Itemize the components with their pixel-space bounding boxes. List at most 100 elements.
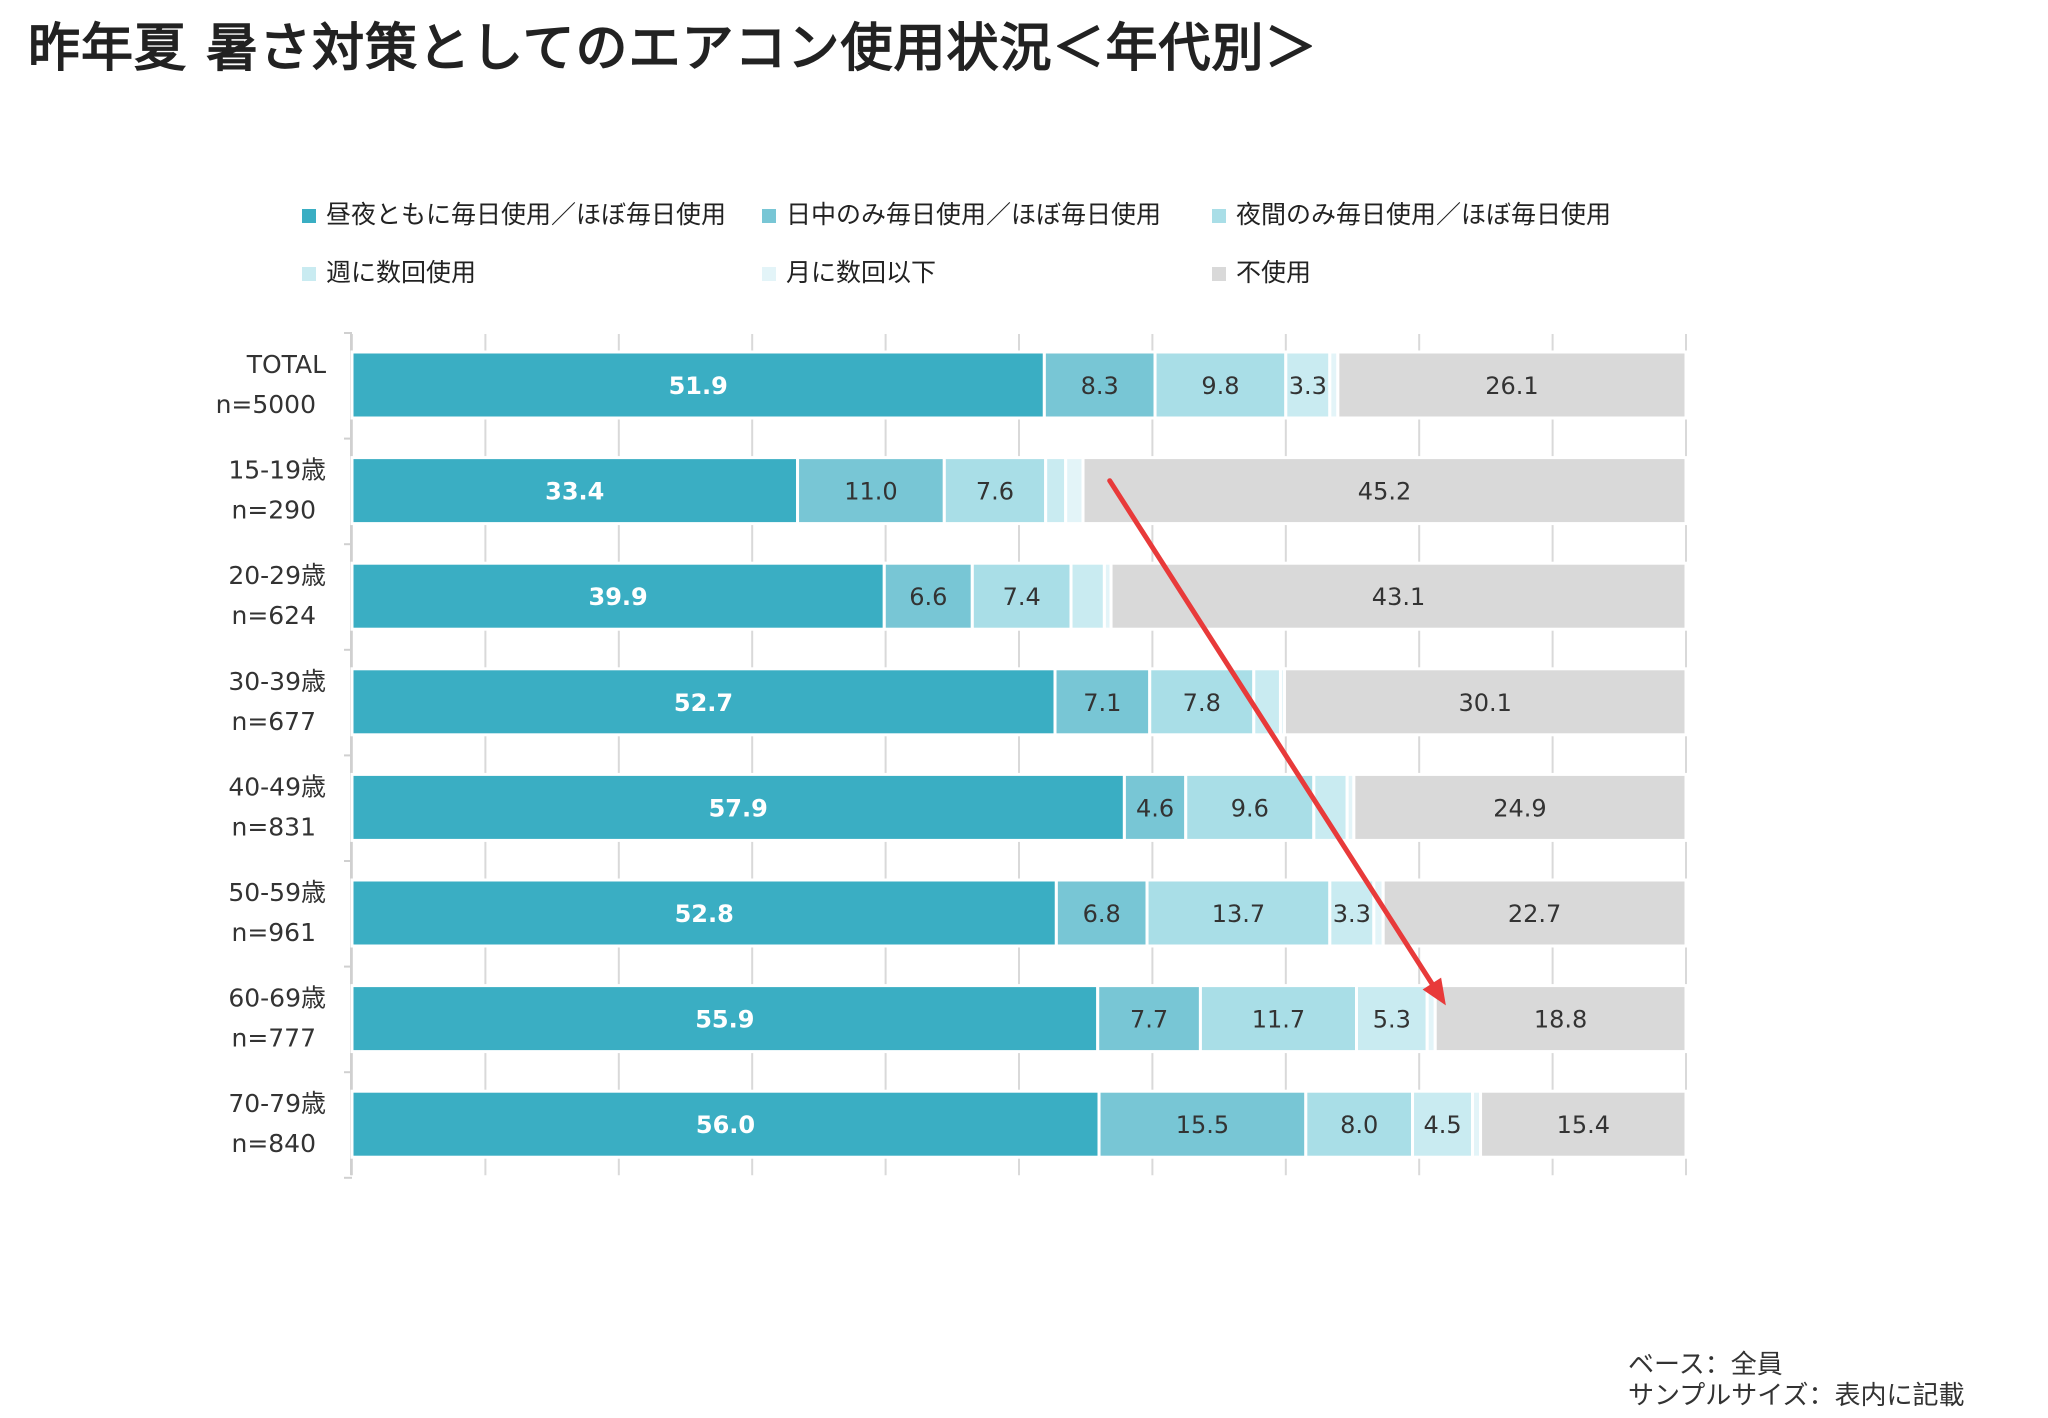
bar-segment	[1352, 772, 1688, 842]
bar-segment	[1069, 561, 1106, 631]
bar-segment	[1042, 350, 1157, 420]
bar-segment	[1282, 667, 1688, 737]
data-label: 55.9	[695, 1006, 754, 1034]
footnote-sample: サンプルサイズ：表内に記載	[1628, 1381, 1965, 1411]
chart-legend: 昼夜ともに毎日使用／ほぼ毎日使用 日中のみ毎日使用／ほぼ毎日使用 夜間のみ毎日使用／…	[302, 195, 1702, 305]
data-label: 57.9	[709, 794, 768, 822]
legend-label: 週に数回使用	[326, 258, 477, 287]
data-label: 9.6	[1231, 794, 1269, 822]
data-label: 56.0	[696, 1111, 755, 1139]
bar-segment	[350, 878, 1058, 948]
bar-segment	[796, 456, 946, 526]
legend-item: 昼夜ともに毎日使用／ほぼ毎日使用	[302, 195, 726, 231]
bar-segment	[1355, 984, 1429, 1054]
data-label: 4.6	[1136, 794, 1174, 822]
category-label: 60-69歳	[228, 984, 326, 1013]
bar-segment	[350, 984, 1100, 1054]
trend-arrow-line	[1107, 478, 1435, 987]
trend-arrow-head	[1422, 977, 1446, 1006]
category-sample-size: n=840	[231, 1129, 316, 1158]
data-label: 52.7	[674, 689, 733, 717]
legend-swatch	[302, 209, 316, 223]
footnote: ベース：全員 サンプルサイズ：表内に記載	[1628, 1350, 1964, 1412]
legend-item: 不使用	[1212, 253, 1311, 289]
bar-segment	[1304, 1089, 1415, 1159]
data-label: 51.9	[669, 372, 728, 400]
data-label: 15.4	[1557, 1111, 1610, 1139]
data-label: 39.9	[589, 583, 648, 611]
legend-swatch	[1212, 209, 1226, 223]
bar-segment	[350, 350, 1046, 420]
bar-segment	[1433, 984, 1688, 1054]
legend-swatch	[1212, 267, 1226, 281]
legend-label: 月に数回以下	[786, 258, 937, 287]
category-label: 20-29歳	[228, 561, 326, 590]
data-label: 7.1	[1083, 689, 1121, 717]
data-label: 13.7	[1212, 900, 1265, 928]
bar-segment	[350, 667, 1057, 737]
category-sample-size: n=290	[231, 496, 316, 525]
data-label: 6.8	[1083, 900, 1121, 928]
bar-segment	[350, 456, 800, 526]
data-label: 8.3	[1081, 372, 1119, 400]
bar-segment	[1284, 350, 1332, 420]
category-sample-size: n=961	[231, 918, 316, 947]
category-sample-size: n=677	[231, 707, 316, 736]
legend-item: 日中のみ毎日使用／ほぼ毎日使用	[762, 195, 1161, 231]
category-sample-size: n=831	[231, 812, 316, 841]
data-label: 7.6	[976, 478, 1014, 506]
data-label: 7.4	[1003, 583, 1041, 611]
data-label: 18.8	[1534, 1006, 1587, 1034]
legend-item: 夜間のみ毎日使用／ほぼ毎日使用	[1212, 195, 1611, 231]
data-label: 9.8	[1201, 372, 1239, 400]
category-sample-size: n=624	[231, 601, 316, 630]
legend-swatch	[762, 267, 776, 281]
bar-segment	[1097, 1089, 1308, 1159]
data-label: 52.8	[675, 900, 734, 928]
data-label: 6.6	[909, 583, 947, 611]
data-label: 22.7	[1508, 900, 1561, 928]
data-label: 3.3	[1289, 372, 1327, 400]
category-sample-size: n=5000	[216, 390, 316, 419]
category-label: TOTAL	[246, 350, 326, 379]
bar-segment	[1411, 1089, 1475, 1159]
data-label: 33.4	[545, 478, 604, 506]
bar-segment	[1081, 456, 1688, 526]
bar-segment	[1064, 456, 1085, 526]
legend-swatch	[762, 209, 776, 223]
data-label: 7.8	[1183, 689, 1221, 717]
data-label: 15.5	[1176, 1111, 1229, 1139]
data-label: 4.5	[1423, 1111, 1461, 1139]
bar-segment	[1096, 984, 1202, 1054]
bar-segment	[1328, 878, 1376, 948]
bar-segment	[1054, 878, 1149, 948]
category-label: 50-59歳	[228, 878, 326, 907]
data-label: 11.0	[844, 478, 897, 506]
legend-label: 夜間のみ毎日使用／ほぼ毎日使用	[1236, 200, 1612, 229]
data-label: 3.3	[1333, 900, 1371, 928]
bar-segment	[1122, 772, 1188, 842]
legend-item: 週に数回使用	[302, 253, 476, 289]
bar-segment	[1198, 984, 1359, 1054]
data-label: 7.7	[1130, 1006, 1168, 1034]
data-label: 43.1	[1372, 583, 1425, 611]
data-label: 30.1	[1459, 689, 1512, 717]
bar-segment	[1381, 878, 1688, 948]
data-label: 45.2	[1358, 478, 1411, 506]
bar-segment	[350, 1089, 1101, 1159]
chart-title: 昨年夏 暑さ対策としてのエアコン使用状況＜年代別＞	[28, 19, 1318, 79]
legend-item: 月に数回以下	[762, 253, 936, 289]
data-label: 5.3	[1373, 1006, 1411, 1034]
data-label: 8.0	[1340, 1111, 1378, 1139]
bar-segment	[1145, 878, 1332, 948]
category-label: 40-49歳	[228, 772, 326, 801]
data-label: 24.9	[1493, 794, 1546, 822]
legend-label: 日中のみ毎日使用／ほぼ毎日使用	[786, 200, 1162, 229]
data-label: 26.1	[1485, 372, 1538, 400]
legend-label: 不使用	[1236, 258, 1312, 287]
legend-label: 昼夜ともに毎日使用／ほぼ毎日使用	[326, 200, 727, 229]
category-label: 70-79歳	[228, 1089, 326, 1118]
legend-swatch	[302, 267, 316, 281]
bar-segment	[1479, 1089, 1688, 1159]
